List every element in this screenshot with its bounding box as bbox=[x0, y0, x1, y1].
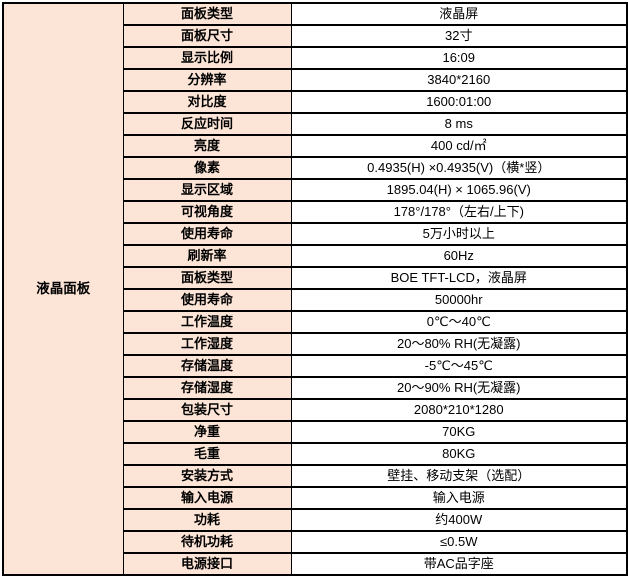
table-row: 电源接口 带AC品字座 bbox=[3, 552, 628, 576]
spec-label-cell: 分辨率 bbox=[122, 68, 292, 92]
table-row: 包装尺寸 2080*210*1280 bbox=[3, 398, 628, 422]
spec-label-cell: 存储温度 bbox=[122, 354, 292, 378]
spec-value-cell: 400 cd/㎡ bbox=[290, 134, 628, 158]
table-row: 待机功耗 ≤0.5W bbox=[3, 530, 628, 554]
spec-value-cell: 5万小时以上 bbox=[290, 222, 628, 246]
table-row: 显示区域 1895.04(H) × 1065.96(V) bbox=[3, 178, 628, 202]
spec-value-cell: 20～90% RH(无凝露) bbox=[290, 376, 628, 400]
spec-label-cell: 功耗 bbox=[122, 508, 292, 532]
spec-label-cell: 显示区域 bbox=[122, 178, 292, 202]
spec-value-cell: 178°/178°（左右/上下) bbox=[290, 200, 628, 224]
spec-value-cell: 1895.04(H) × 1065.96(V) bbox=[290, 178, 628, 202]
spec-value-cell: 50000hr bbox=[290, 288, 628, 312]
spec-label-cell: 使用寿命 bbox=[122, 288, 292, 312]
table-row: 显示比例 16:09 bbox=[3, 46, 628, 70]
table-row: 输入电源 输入电源 bbox=[3, 486, 628, 510]
spec-value-cell: 约400W bbox=[290, 508, 628, 532]
table-row: 刷新率 60Hz bbox=[3, 244, 628, 268]
spec-value-cell: 液晶屏 bbox=[290, 2, 628, 26]
spec-value-cell: BOE TFT-LCD，液晶屏 bbox=[290, 266, 628, 290]
table-row: 使用寿命 50000hr bbox=[3, 288, 628, 312]
spec-label-cell: 毛重 bbox=[122, 442, 292, 466]
table-row: 存储温度 -5℃～45℃ bbox=[3, 354, 628, 378]
spec-label-cell: 包装尺寸 bbox=[122, 398, 292, 422]
spec-value-cell: ≤0.5W bbox=[290, 530, 628, 554]
table-row: 可视角度 178°/178°（左右/上下) bbox=[3, 200, 628, 224]
spec-label-cell: 面板类型 bbox=[122, 266, 292, 290]
spec-label-cell: 使用寿命 bbox=[122, 222, 292, 246]
table-row: 安装方式 壁挂、移动支架（选配） bbox=[3, 464, 628, 488]
spec-value-cell: 20～80% RH(无凝露) bbox=[290, 332, 628, 356]
spec-label-cell: 存储湿度 bbox=[122, 376, 292, 400]
spec-label-cell: 刷新率 bbox=[122, 244, 292, 268]
table-row: 分辨率 3840*2160 bbox=[3, 68, 628, 92]
spec-label-cell: 可视角度 bbox=[122, 200, 292, 224]
table-row: 对比度 1600:01:00 bbox=[3, 90, 628, 114]
table-row: 工作温度 0℃～40℃ bbox=[3, 310, 628, 334]
spec-value-cell: 70KG bbox=[290, 420, 628, 444]
spec-label-cell: 亮度 bbox=[122, 134, 292, 158]
table-row: 工作湿度 20～80% RH(无凝露) bbox=[3, 332, 628, 356]
table-row: 毛重 80KG bbox=[3, 442, 628, 466]
spec-value-cell: 16:09 bbox=[290, 46, 628, 70]
table-row: 使用寿命 5万小时以上 bbox=[3, 222, 628, 246]
spec-value-cell: 3840*2160 bbox=[290, 68, 628, 92]
table-row: 反应时间 8 ms bbox=[3, 112, 628, 136]
spec-value-cell: 0℃～40℃ bbox=[290, 310, 628, 334]
spec-value-cell: 输入电源 bbox=[290, 486, 628, 510]
spec-label-cell: 工作温度 bbox=[122, 310, 292, 334]
spec-value-cell: 1600:01:00 bbox=[290, 90, 628, 114]
table-row: 面板尺寸 32寸 bbox=[3, 24, 628, 48]
spec-label-cell: 待机功耗 bbox=[122, 530, 292, 554]
spec-value-cell: 80KG bbox=[290, 442, 628, 466]
spec-value-cell: 2080*210*1280 bbox=[290, 398, 628, 422]
table-row: 净重 70KG bbox=[3, 420, 628, 444]
spec-value-cell: 60Hz bbox=[290, 244, 628, 268]
table-row: 存储湿度 20～90% RH(无凝露) bbox=[3, 376, 628, 400]
spec-value-cell: 8 ms bbox=[290, 112, 628, 136]
spec-label-cell: 净重 bbox=[122, 420, 292, 444]
spec-label-cell: 对比度 bbox=[122, 90, 292, 114]
spec-label-cell: 输入电源 bbox=[122, 486, 292, 510]
spec-label-cell: 像素 bbox=[122, 156, 292, 180]
spec-value-cell: 壁挂、移动支架（选配） bbox=[290, 464, 628, 488]
table-row: 面板类型 BOE TFT-LCD，液晶屏 bbox=[3, 266, 628, 290]
spec-value-cell: 0.4935(H) ×0.4935(V)（横*竖） bbox=[290, 156, 628, 180]
spec-value-cell: 带AC品字座 bbox=[290, 552, 628, 576]
spec-label-cell: 反应时间 bbox=[122, 112, 292, 136]
spec-value-cell: -5℃～45℃ bbox=[290, 354, 628, 378]
spec-label-cell: 面板类型 bbox=[122, 2, 292, 26]
spec-label-cell: 面板尺寸 bbox=[122, 24, 292, 48]
group-header-cell: 液晶面板 bbox=[2, 2, 124, 576]
spec-label-cell: 工作湿度 bbox=[122, 332, 292, 356]
table-row: 功耗 约400W bbox=[3, 508, 628, 532]
spec-value-cell: 32寸 bbox=[290, 24, 628, 48]
table-row: 像素 0.4935(H) ×0.4935(V)（横*竖） bbox=[3, 156, 628, 180]
spec-label-cell: 安装方式 bbox=[122, 464, 292, 488]
table-row: 亮度 400 cd/㎡ bbox=[3, 134, 628, 158]
spec-label-cell: 电源接口 bbox=[122, 552, 292, 576]
spec-label-cell: 显示比例 bbox=[122, 46, 292, 70]
